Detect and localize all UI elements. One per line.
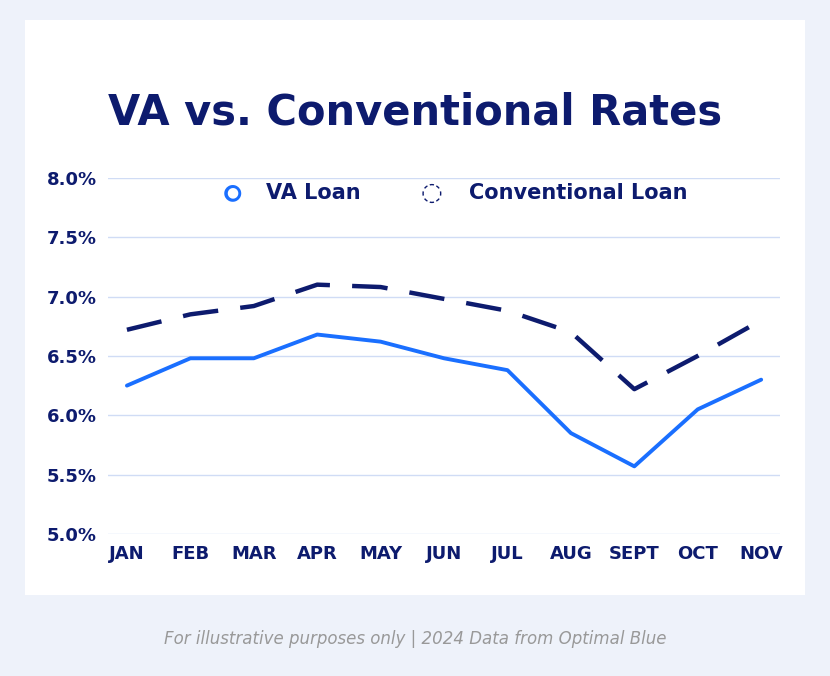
Text: ◌: ◌	[421, 180, 442, 205]
Text: For illustrative purposes only | 2024 Data from Optimal Blue: For illustrative purposes only | 2024 Da…	[164, 630, 666, 648]
Text: VA vs. Conventional Rates: VA vs. Conventional Rates	[108, 91, 722, 133]
Text: ●: ●	[222, 183, 242, 203]
Text: Conventional Loan: Conventional Loan	[469, 183, 687, 203]
Text: VA Loan: VA Loan	[266, 183, 360, 203]
Text: ●: ●	[227, 186, 238, 199]
